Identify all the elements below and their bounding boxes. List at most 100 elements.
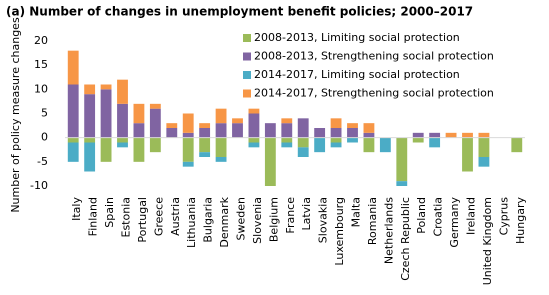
bar	[478, 137, 490, 157]
bar	[462, 132, 473, 138]
x-tick-label: Finland	[87, 197, 100, 236]
bar	[330, 137, 342, 143]
bar	[133, 123, 145, 138]
bar	[297, 118, 309, 138]
bar	[182, 161, 194, 167]
y-axis-label: Number of policy measure changes	[9, 17, 22, 213]
bar	[166, 123, 178, 128]
y-tick-label: 10	[34, 82, 48, 95]
x-tick-label: Malta	[350, 197, 363, 227]
bar	[478, 132, 490, 138]
x-tick-label: Austria	[169, 197, 182, 236]
bar	[396, 181, 408, 186]
bar	[149, 137, 161, 153]
x-tick-label: Hungary	[514, 197, 527, 244]
x-tick-label: Italy	[70, 197, 83, 221]
bar	[166, 128, 178, 138]
bar	[363, 123, 375, 133]
x-tick-label: Spain	[103, 197, 116, 228]
bar	[445, 132, 457, 138]
bar	[215, 157, 227, 162]
x-tick-label: Lithuania	[185, 197, 198, 248]
bar	[248, 137, 260, 143]
bar	[363, 132, 375, 138]
y-tick-label: -5	[37, 155, 48, 168]
bar	[412, 137, 424, 143]
bar	[314, 137, 326, 153]
bar	[412, 132, 424, 138]
bar	[117, 103, 128, 138]
bar	[199, 128, 211, 138]
bar	[84, 142, 96, 172]
bar	[149, 108, 161, 138]
bar	[264, 137, 276, 186]
bar	[264, 123, 276, 138]
x-tick-label: Denmark	[218, 196, 231, 247]
chart-title: (a) Number of changes in unemployment be…	[6, 5, 473, 19]
bar	[117, 142, 128, 148]
x-tick-label: Luxembourg	[333, 197, 346, 266]
bar	[330, 128, 342, 138]
bar	[199, 137, 211, 153]
bar	[281, 118, 293, 124]
bar	[478, 157, 490, 167]
x-tick-label: Latvia	[300, 197, 313, 231]
x-tick-label: Sweden	[235, 197, 248, 240]
bar	[100, 137, 112, 162]
bar	[215, 123, 227, 138]
bar	[199, 123, 211, 128]
y-tick-label: 0	[41, 131, 48, 144]
x-tick-label: Estonia	[120, 197, 133, 238]
bar	[429, 132, 441, 138]
bar	[84, 94, 96, 138]
legend-label: 2008-2013, Limiting social protection	[254, 31, 460, 44]
x-tick-label: Cyprus	[497, 197, 510, 236]
bar	[133, 103, 145, 124]
bar	[100, 84, 112, 90]
bar	[182, 137, 194, 162]
x-tick-label: Greece	[152, 197, 165, 236]
x-tick-label: Ireland	[465, 197, 478, 235]
y-tick-label: 5	[41, 107, 48, 120]
bar	[379, 137, 391, 153]
bar	[396, 137, 408, 182]
x-tick-label: Belgium	[267, 197, 280, 242]
x-tick-label: Croatia	[432, 197, 445, 237]
y-tick-label: 20	[34, 34, 48, 47]
bar	[67, 142, 79, 162]
bar	[67, 84, 79, 138]
x-tick-label: Netherlands	[382, 197, 395, 264]
bar	[347, 128, 358, 138]
x-tick-label: Bulgaria	[202, 197, 215, 243]
bar	[133, 137, 145, 162]
x-tick-label: Czech Republic	[399, 197, 412, 281]
bar	[462, 137, 473, 172]
bar	[117, 79, 128, 104]
legend-label: 2014-2017, Strengthening social protecti…	[254, 87, 494, 100]
x-tick-label: Portugal	[136, 197, 149, 243]
bar	[84, 84, 96, 95]
y-tick-label: -10	[30, 179, 48, 192]
x-tick-label: Romania	[366, 197, 379, 245]
bar	[100, 89, 112, 138]
bar	[314, 128, 326, 138]
bar	[182, 113, 194, 133]
bar	[215, 137, 227, 157]
bar	[149, 103, 161, 109]
bar	[281, 142, 293, 148]
bar	[330, 118, 342, 128]
bar	[330, 142, 342, 148]
x-tick-label: Slovakia	[317, 197, 330, 243]
bar	[347, 123, 358, 128]
bar	[215, 108, 227, 124]
x-tick-label: United Kingdom	[481, 197, 494, 285]
bar	[248, 142, 260, 148]
x-tick-label: Poland	[415, 197, 428, 234]
bar	[199, 152, 211, 157]
legend-label: 2008-2013, Strengthening social protecti…	[254, 50, 494, 63]
legend-swatch	[243, 34, 251, 42]
bar	[232, 118, 243, 124]
bar	[281, 123, 293, 138]
bar	[84, 137, 96, 143]
